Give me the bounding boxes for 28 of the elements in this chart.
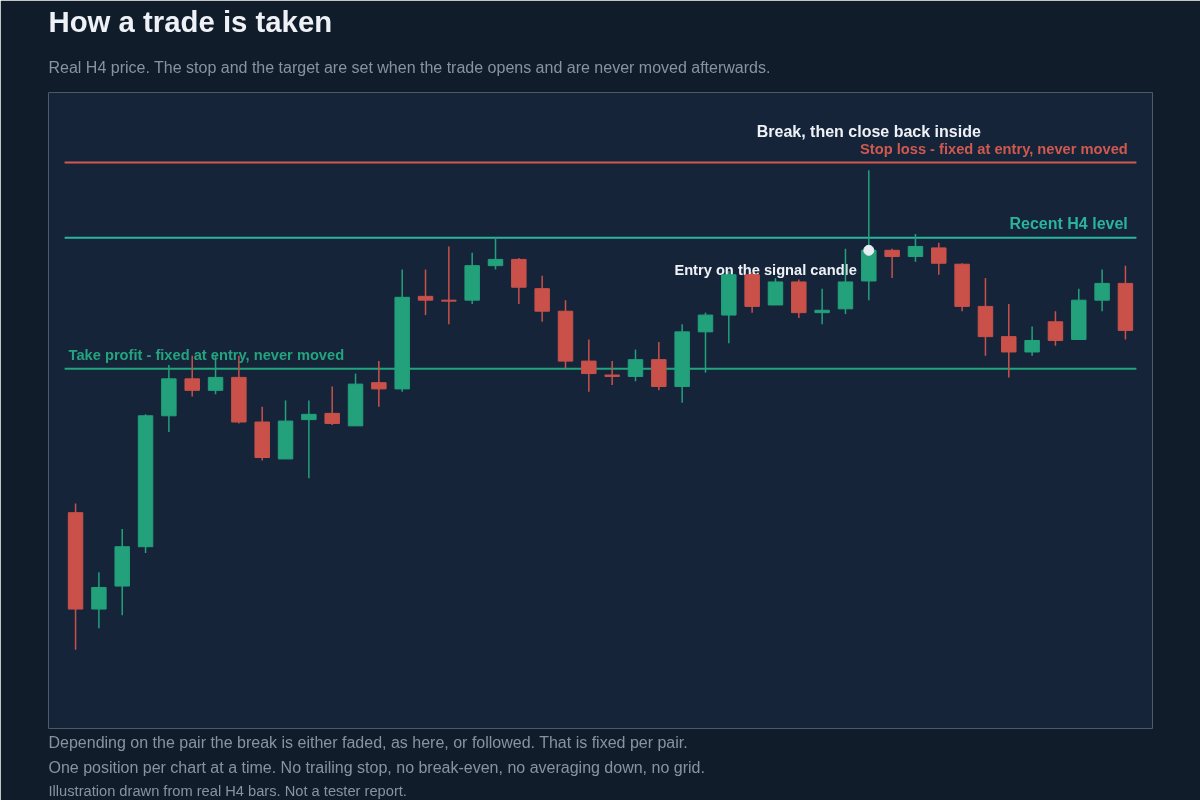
candlestick — [91, 571, 107, 630]
candlestick — [441, 245, 457, 325]
candlestick — [1024, 325, 1040, 357]
candlestick — [907, 233, 924, 263]
candlestick — [1094, 268, 1110, 312]
candlestick — [884, 248, 900, 279]
candlestick — [604, 360, 620, 386]
chart-subtitle: Real H4 price. The stop and the target are set when the trade opens and are never moved afterwards. — [48, 58, 771, 76]
chart-title: How a trade is taken — [48, 4, 333, 38]
candlestick — [1001, 303, 1017, 379]
candlestick — [534, 274, 550, 323]
candlestick — [767, 277, 784, 306]
candlestick — [324, 385, 340, 426]
candlestick — [814, 287, 830, 325]
text: One position per chart at a time. No trailing stop, no break-even, no averaging down, no grid. — [48, 758, 705, 776]
candlestick — [1047, 310, 1064, 347]
ref-line-label: Take profit - fixed at entry, never moved — [68, 346, 345, 363]
candlestick — [581, 338, 597, 393]
ref-line-label: Recent H4 level — [1009, 214, 1128, 232]
candlestick — [931, 241, 947, 276]
candlestick — [417, 268, 434, 316]
ref-line-label: Stop loss - fixed at entry, never moved — [860, 140, 1128, 157]
annotation: Break, then close back inside — [756, 123, 981, 141]
candlestick — [487, 238, 504, 271]
candlestick — [371, 360, 387, 408]
text: Illustration drawn from real H4 bars. Not a tester report. — [48, 782, 407, 799]
text: Depending on the pair the break is either faded, as here, or followed. That is fixed per pair. — [48, 733, 688, 751]
candlestick — [301, 399, 317, 479]
